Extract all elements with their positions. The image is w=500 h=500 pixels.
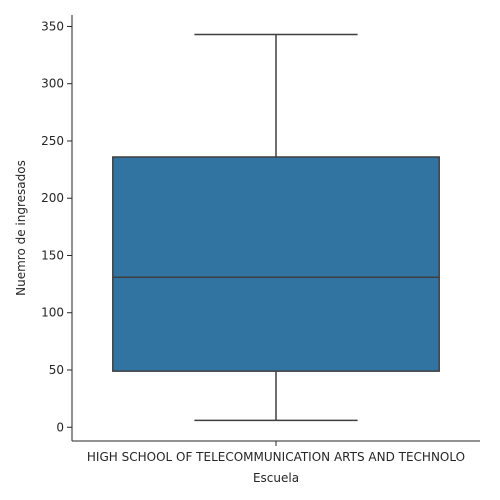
y-tick-label: 0 [56,420,64,434]
y-tick-label: 100 [41,306,64,320]
x-axis-ticks: HIGH SCHOOL OF TELECOMMUNICATION ARTS AN… [87,441,465,464]
y-tick-label: 300 [41,77,64,91]
y-tick-label: 250 [41,134,64,148]
y-axis-label: Nuemro de ingresados [14,160,28,296]
y-tick-label: 150 [41,248,64,262]
y-tick-label: 50 [49,363,64,377]
x-axis-label: Escuela [253,471,299,485]
y-tick-label: 200 [41,191,64,205]
x-tick-label: HIGH SCHOOL OF TELECOMMUNICATION ARTS AN… [87,450,465,464]
y-axis-ticks: 0 50 100 150 200 250 300 350 [41,19,72,434]
box-iqr [112,156,440,372]
plot-area [112,33,440,422]
y-tick-label: 350 [41,19,64,33]
